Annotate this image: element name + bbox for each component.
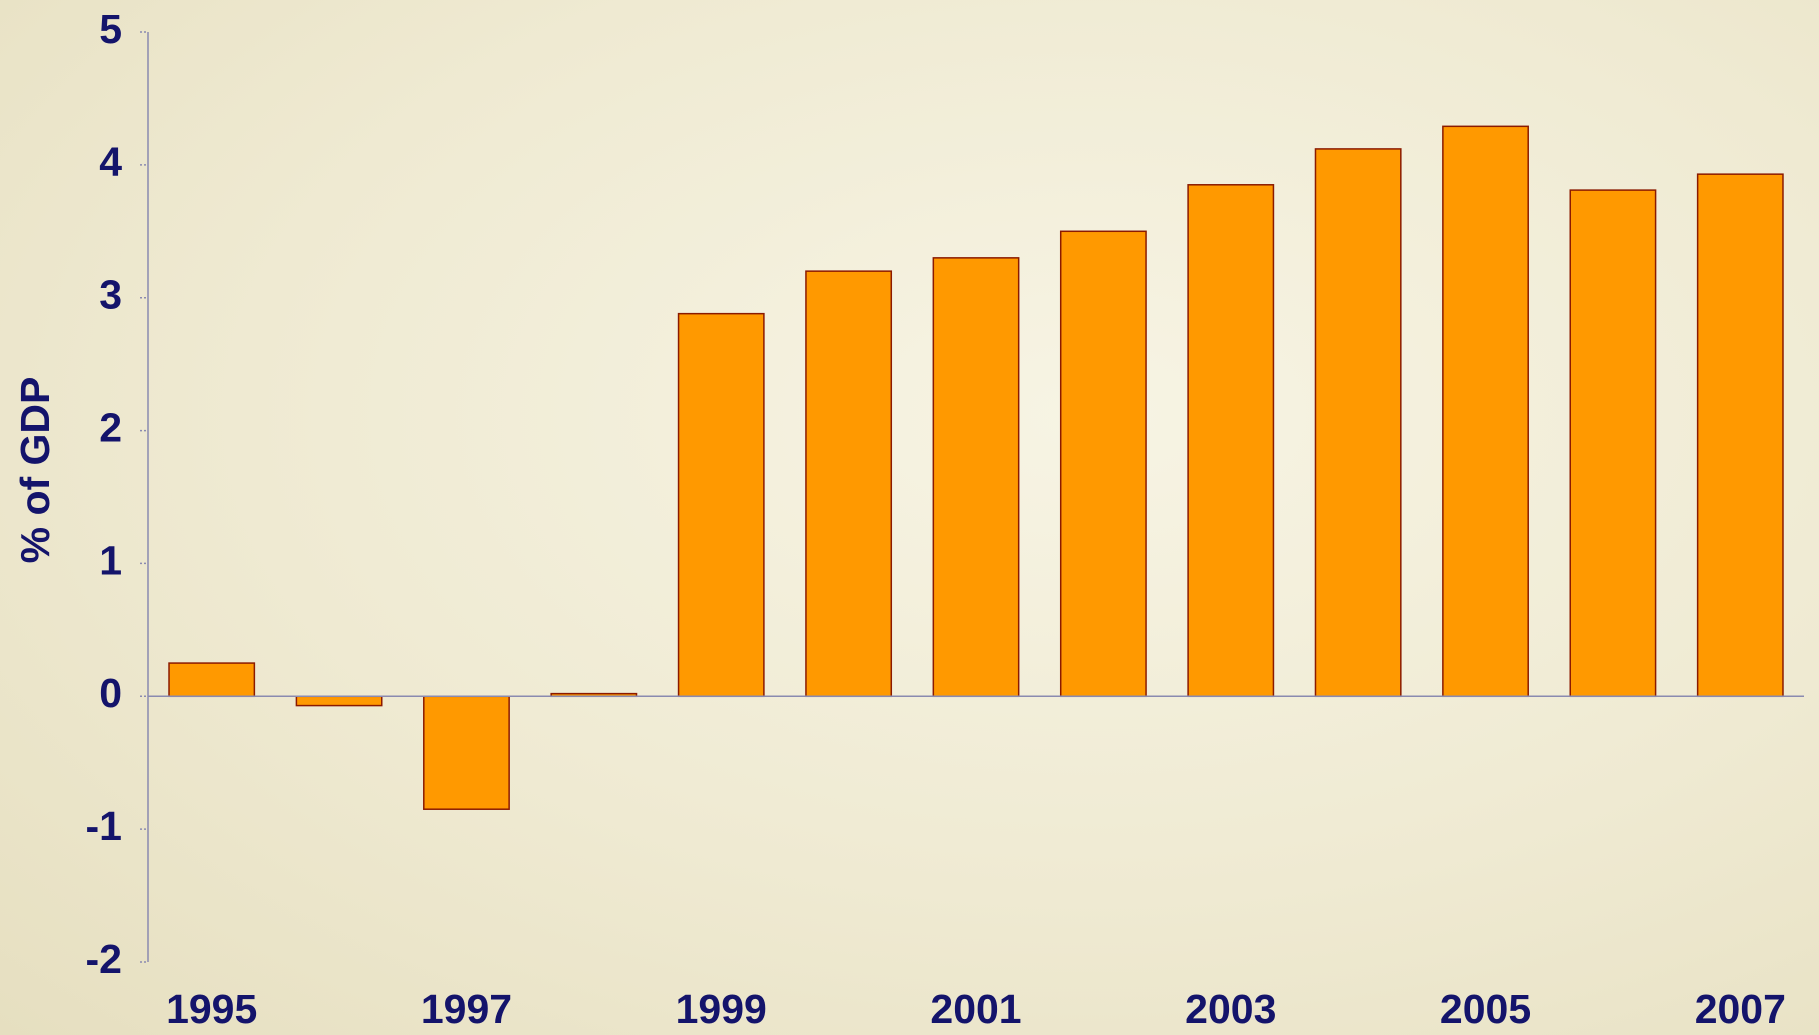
bar	[1059, 230, 1147, 698]
bar	[1314, 148, 1402, 698]
y-tick-label: 0	[99, 670, 122, 716]
y-tick-label: -1	[86, 803, 122, 849]
bar	[295, 695, 383, 707]
y-axis-label: % of GDP	[12, 377, 58, 564]
x-tick-label: 2007	[1695, 986, 1786, 1032]
bar	[1696, 173, 1784, 698]
x-tick-label: 2001	[930, 986, 1021, 1032]
bar	[677, 312, 765, 698]
bar	[1187, 184, 1275, 698]
bar	[1442, 125, 1529, 698]
x-tick-label: 1995	[166, 986, 257, 1032]
x-tick-label: 1997	[421, 986, 512, 1032]
x-tick-label: 2005	[1440, 986, 1531, 1032]
x-tick-label: 1999	[676, 986, 767, 1032]
y-tick-label: 3	[99, 272, 122, 318]
bar	[168, 662, 256, 698]
y-tick-label: 1	[99, 537, 122, 583]
bar	[932, 257, 1020, 698]
y-tick-label: 2	[99, 404, 122, 450]
y-tick-label: 4	[99, 139, 122, 185]
y-tick-label: -2	[86, 936, 122, 982]
bar	[1569, 189, 1657, 698]
bar	[423, 695, 510, 810]
y-tick-label: 5	[99, 6, 122, 52]
x-tick-label: 2003	[1185, 986, 1276, 1032]
bar	[805, 270, 893, 698]
